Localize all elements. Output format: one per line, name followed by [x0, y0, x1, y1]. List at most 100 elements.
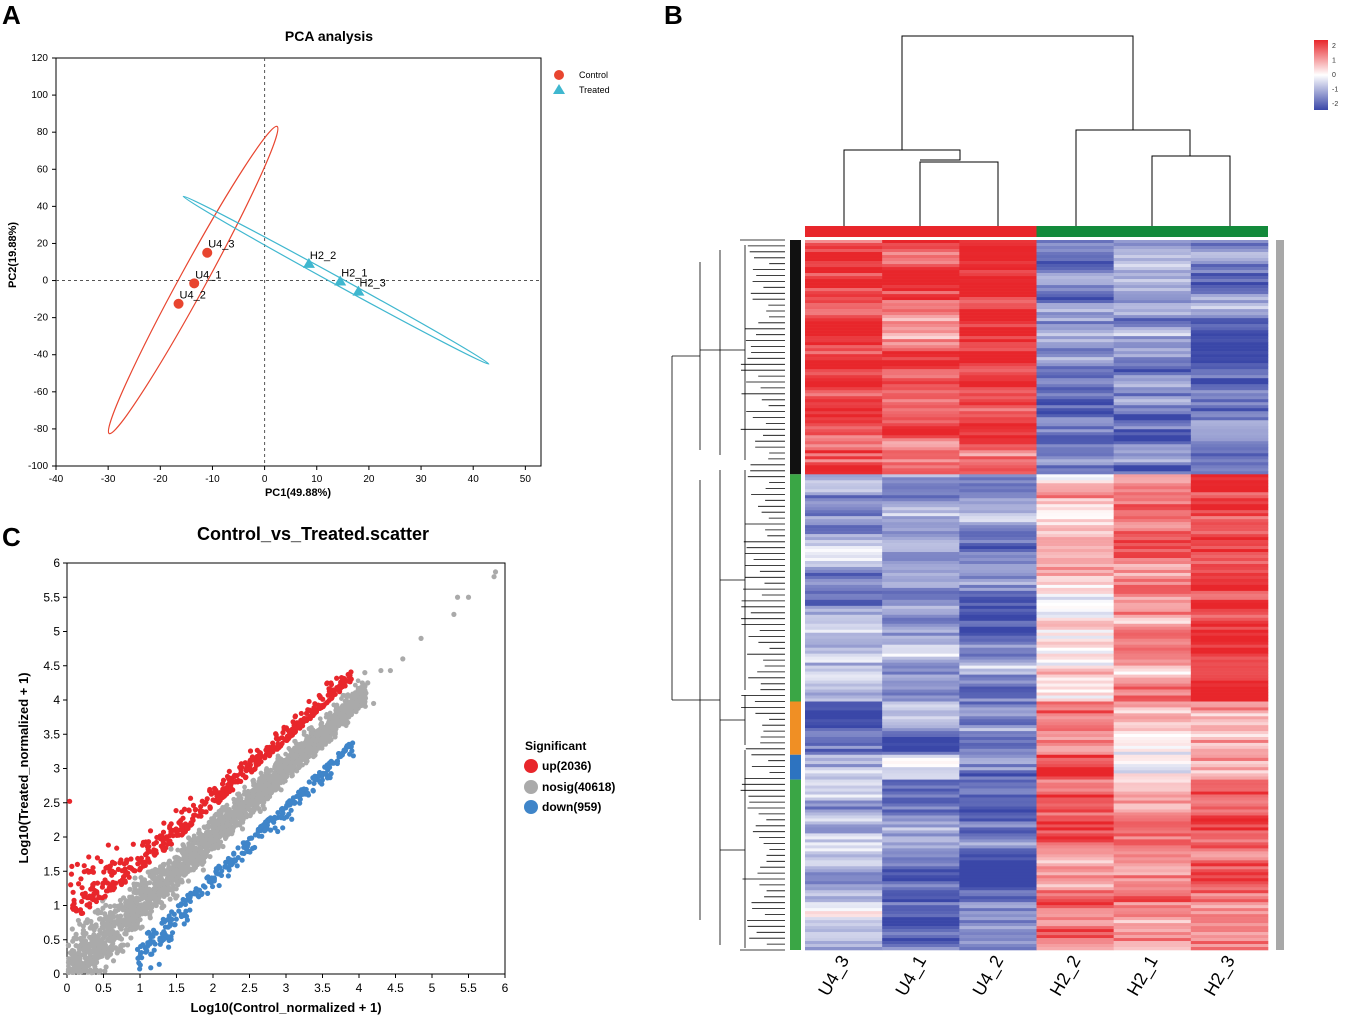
heatmap-cell [1113, 725, 1192, 729]
point-up [192, 812, 198, 818]
heatmap-cell [1113, 354, 1192, 358]
point-nosig [331, 724, 337, 730]
point-nosig [101, 942, 107, 947]
point-up [198, 808, 204, 814]
heatmap-cell [959, 390, 1037, 394]
heatmap-cell [1036, 689, 1114, 693]
heatmap-cell [882, 938, 960, 942]
heatmap-cell [1036, 267, 1114, 271]
point-up [79, 898, 85, 905]
heatmap-cell [805, 426, 883, 430]
point-nosig [129, 926, 135, 932]
heatmap-cell [1036, 884, 1114, 888]
heatmap-cell [805, 692, 883, 696]
heatmap-cell [959, 686, 1037, 690]
point-nosig [316, 737, 322, 743]
heatmap-cell [1113, 390, 1192, 394]
heatmap-cell [882, 495, 960, 499]
heatmap-cell [1036, 647, 1114, 651]
heatmap-cell [959, 719, 1037, 723]
point-nosig [354, 698, 360, 704]
heatmap-cell [1190, 569, 1269, 574]
pca-point-h2_1 [334, 275, 347, 286]
point-nosig [304, 749, 310, 755]
heatmap-cell [1036, 857, 1114, 861]
heatmap-cell [805, 668, 883, 672]
heatmap-cell [1113, 471, 1192, 475]
heatmap-cell [805, 369, 883, 373]
point-up [147, 849, 153, 855]
heatmap-cell [1190, 692, 1269, 696]
point-nosig [183, 871, 189, 877]
point-nosig [96, 969, 102, 975]
heatmap-cell [805, 492, 883, 496]
heatmap-cell [1190, 510, 1269, 514]
heatmap-cell [882, 893, 960, 897]
heatmap-cell [1190, 842, 1269, 846]
heatmap-cell [805, 294, 883, 298]
heatmap-cell [959, 423, 1037, 427]
heatmap-cell [1036, 357, 1114, 361]
point-nosig [160, 865, 166, 871]
heatmap-cell [1190, 614, 1269, 619]
heatmap-cell [1190, 647, 1269, 651]
heatmap-cell [1036, 453, 1114, 457]
heatmap-cell [959, 701, 1037, 705]
heatmap-cell [959, 857, 1037, 861]
point-up [215, 793, 221, 799]
heatmap-cell [1036, 929, 1114, 933]
heatmap-cell [805, 857, 883, 861]
heatmap-cell [1113, 833, 1192, 837]
heatmap-cell [882, 330, 960, 334]
heatmap-cell [959, 540, 1037, 544]
heatmap-cell [882, 240, 960, 244]
heatmap-cell [1036, 739, 1114, 744]
pca-point-u4_3 [202, 247, 213, 258]
heatmap-cell [1036, 653, 1114, 657]
heatmap-cell [1113, 399, 1192, 403]
heatmap-cell [1036, 483, 1114, 487]
heatmap-cell [1190, 531, 1269, 535]
heatmap-cell [1036, 498, 1114, 502]
heatmap-cell [959, 742, 1037, 747]
point-nosig [80, 939, 85, 945]
scatter-points [65, 569, 499, 976]
heatmap-cell [1036, 276, 1114, 280]
heatmap-cell [1036, 327, 1114, 331]
point-nosig [147, 869, 153, 875]
heatmap-cell [1190, 381, 1269, 385]
point-up [79, 885, 85, 891]
point-nosig [175, 847, 181, 853]
point-nosig [123, 921, 129, 927]
column-label: U4_2 [969, 952, 1009, 1000]
point-down [312, 776, 318, 783]
heatmap-cell [882, 321, 960, 325]
point-nosig [86, 947, 92, 953]
heatmap-cell [1190, 782, 1269, 786]
point-nosig [109, 942, 115, 948]
point-up [232, 779, 238, 785]
heatmap-cell [1113, 788, 1192, 792]
heatmap-cell [882, 926, 960, 930]
heatmap-cell [959, 312, 1037, 316]
row-dendrogram-lines [671, 239, 785, 951]
point-up [240, 772, 246, 778]
heatmap-cell [805, 662, 883, 666]
point-nosig [204, 830, 210, 836]
heatmap-cell [882, 944, 960, 948]
pca-ellipses [107, 125, 490, 435]
heatmap-cell [959, 713, 1037, 717]
point-nosig [125, 902, 131, 908]
point-down [317, 779, 323, 785]
heatmap-cell [805, 300, 883, 304]
point-up [275, 741, 281, 747]
heatmap-cell [805, 477, 883, 481]
pca-y-tick-label: 100 [31, 90, 48, 101]
heatmap-cell [1113, 791, 1192, 795]
heatmap-cell [882, 719, 960, 723]
heatmap-cell [1036, 791, 1114, 795]
heatmap-cell [1036, 510, 1114, 514]
heatmap-cell [1113, 300, 1192, 304]
heatmap-cell [805, 501, 883, 505]
heatmap-cell [805, 240, 883, 244]
